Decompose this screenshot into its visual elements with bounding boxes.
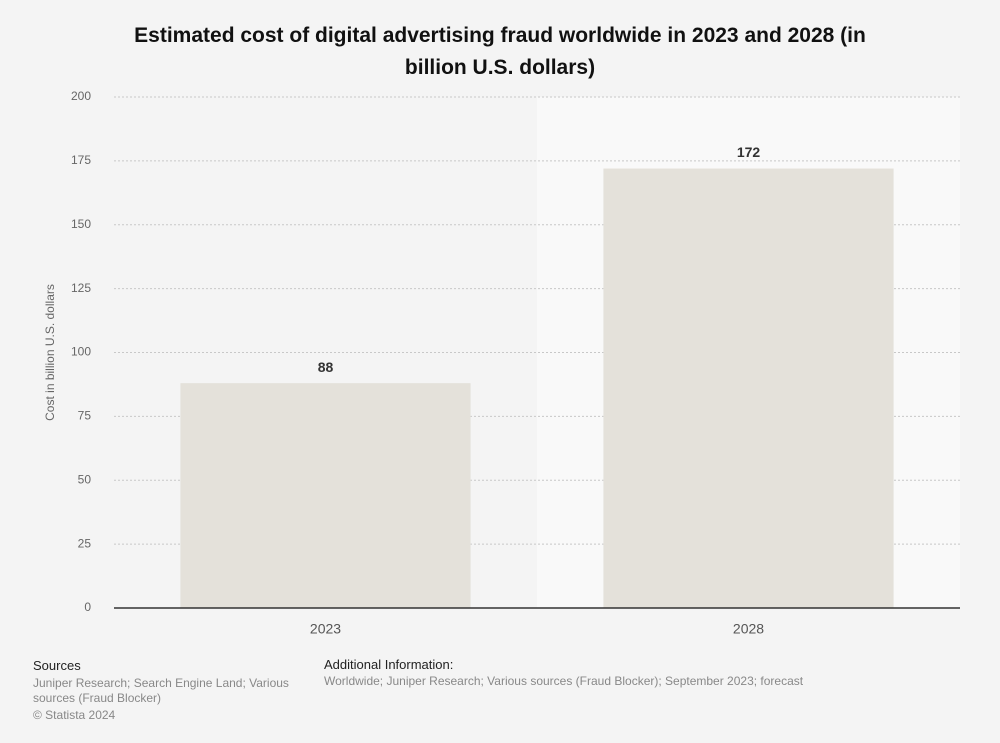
y-tick-label: 125 <box>71 281 91 295</box>
sources: Juniper Research; Search Engine Land; Va… <box>33 676 289 705</box>
bar <box>180 383 471 608</box>
y-tick-label: 150 <box>71 217 91 231</box>
y-tick-label: 175 <box>71 153 91 167</box>
y-tick-label: 0 <box>84 600 91 614</box>
y-tick-label: 25 <box>78 536 92 550</box>
y-tick-label: 100 <box>71 345 91 359</box>
value-label: 172 <box>737 144 761 160</box>
sources-title: Sources <box>33 658 81 673</box>
y-tick-label: 75 <box>78 409 92 423</box>
y-axis-label: Cost in billion U.S. dollars <box>43 284 57 421</box>
value-label: 88 <box>318 359 334 375</box>
additional-title: Additional Information: <box>324 657 454 672</box>
bar <box>603 168 894 609</box>
chart-title: Estimated cost of digital advertising fr… <box>134 24 866 79</box>
x-tick-label: 2028 <box>733 621 764 637</box>
y-tick-label: 50 <box>78 472 92 486</box>
y-tick-label: 200 <box>71 89 91 103</box>
additional-info: Worldwide; Juniper Research; Various sou… <box>324 674 804 688</box>
x-tick-label: 2023 <box>310 621 341 637</box>
copyright: © Statista 2024 <box>33 708 116 722</box>
